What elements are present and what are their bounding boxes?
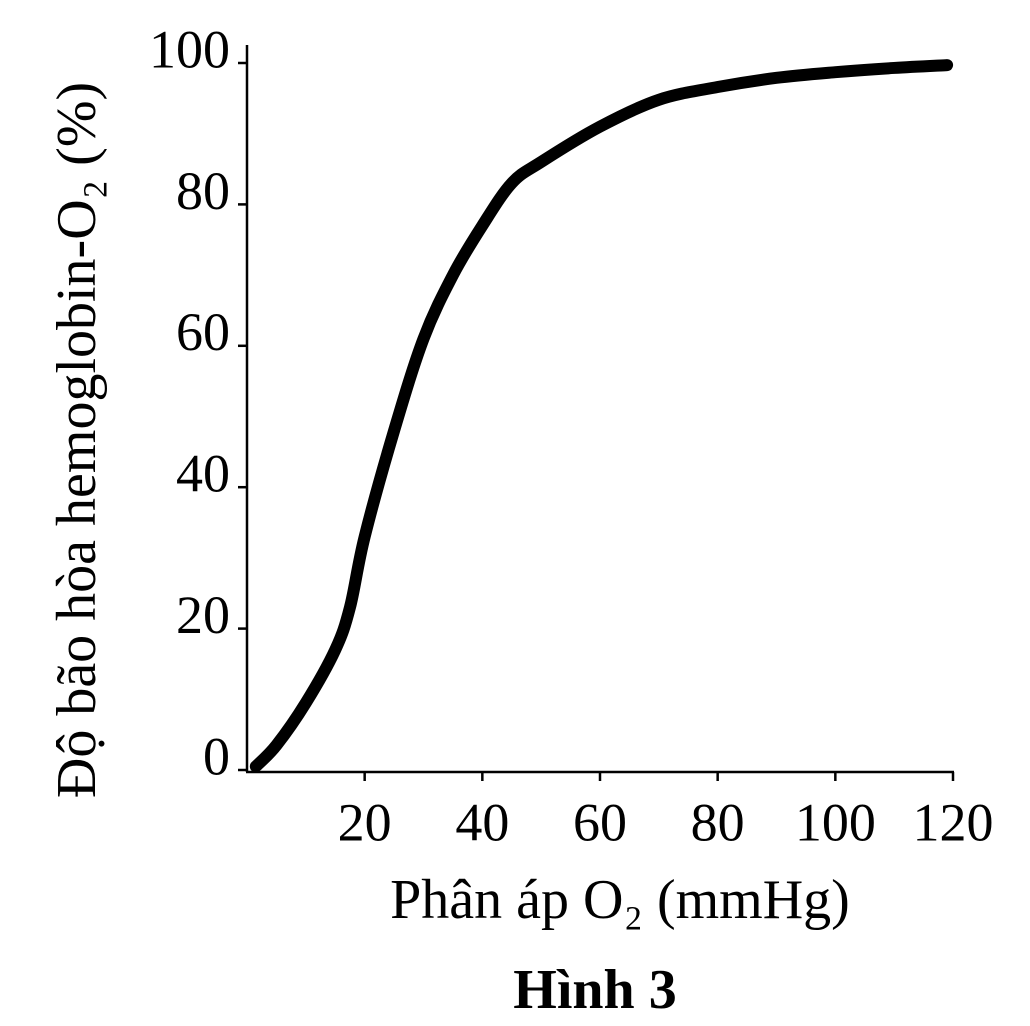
- curve: [249, 59, 954, 773]
- x-tick-label: 120: [913, 792, 994, 852]
- y-tick-label: 0: [203, 726, 230, 786]
- y-tick-label: 40: [176, 444, 230, 504]
- x-tick-label: 60: [573, 792, 627, 852]
- caption: Hình 3: [513, 959, 676, 1021]
- y-tick-label: 80: [176, 161, 230, 221]
- x-tick-label: 40: [455, 792, 509, 852]
- x-tick-label: 80: [691, 792, 745, 852]
- x-tick-label: 100: [795, 792, 876, 852]
- y-tick-label: 100: [149, 19, 230, 79]
- x-axis-label: Phân áp O₂ (mmHg): [390, 869, 850, 931]
- y-tick-label: 20: [176, 585, 230, 645]
- x-tick-label: 20: [338, 792, 392, 852]
- y-tick-label: 60: [176, 302, 230, 362]
- y-axis-label: Độ bão hòa hemoglobin-O₂ (%): [46, 82, 108, 798]
